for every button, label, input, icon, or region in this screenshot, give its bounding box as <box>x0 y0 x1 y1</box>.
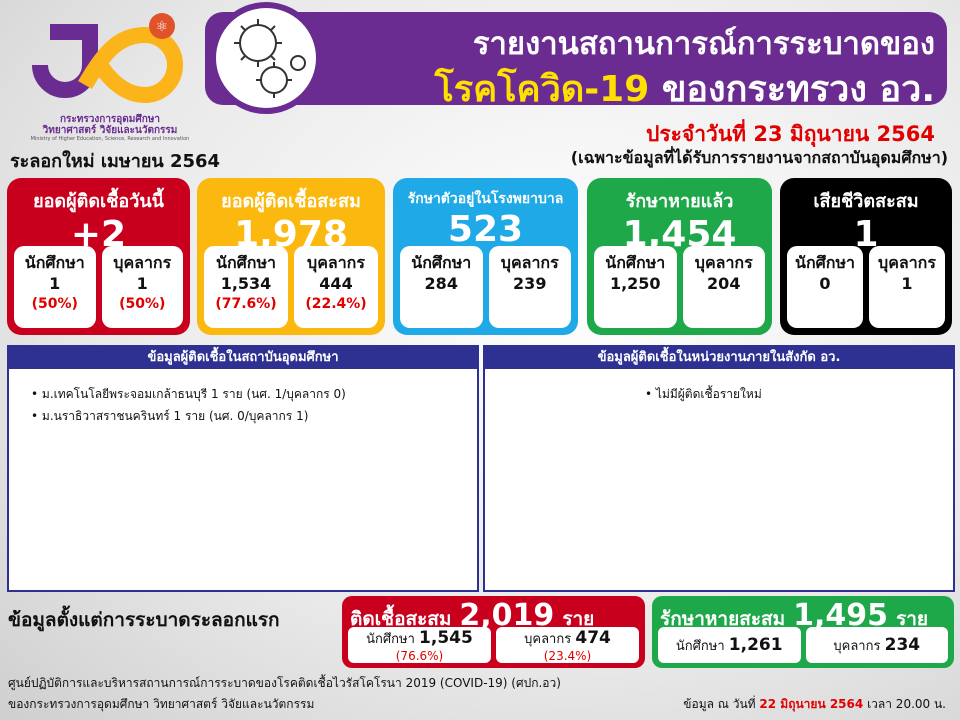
list-item: ม.นราธิวาสราชนครินทร์ 1 ราย (นศ. 0/บุคลา… <box>31 405 455 427</box>
title-banner <box>205 12 947 105</box>
cumulative-infected-box: ติดเชื้อสะสม 2,019 ราย นักศึกษา 1,545 (76.6… <box>342 596 645 668</box>
card-sub-students: นักศึกษา 284 <box>400 246 483 328</box>
card-sub-students: นักศึกษา 1,250 <box>594 246 677 328</box>
students-cell: นักศึกษา 1,261 <box>658 627 801 663</box>
students-cell: นักศึกษา 1,545 (76.6%) <box>348 627 491 663</box>
card-sub-students: นักศึกษา 1 (50%) <box>14 246 96 328</box>
report-date: ประจำวันที่ 23 มิถุนายน 2564 <box>646 122 935 146</box>
cumulative-recovered-box: รักษาหายสะสม 1,495 ราย นักศึกษา 1,261 บุคล… <box>652 596 954 668</box>
box-title: รักษาหายสะสม <box>660 608 786 630</box>
card-title: รักษาหายแล้ว <box>625 191 734 212</box>
logo-org-th-1: กระทรวงการอุดมศึกษา <box>60 114 160 125</box>
wave-label: ระลอกใหม่ เมษายน 2564 <box>10 151 221 172</box>
panel-title: ข้อมูลผู้ติดเชื้อในสถาบันอุดมศึกษา <box>9 347 477 369</box>
card-title: รักษาตัวอยู่ในโรงพยาบาล <box>407 191 564 207</box>
footer-line2: ของกระทรวงการอุดมศึกษา วิทยาศาสตร์ วิจัย… <box>8 697 315 711</box>
card-sub-students: นักศึกษา 1,534 (77.6%) <box>204 246 288 328</box>
card-today-infected: ยอดผู้ติดเชื้อวันนี้ +2 นักศึกษา 1 (50%) บุคล… <box>7 178 190 335</box>
box-title: ติดเชื้อสะสม <box>350 608 452 630</box>
virus-icon <box>210 2 322 114</box>
card-title: ยอดผู้ติดเชื้อสะสม <box>221 191 361 212</box>
card-value: 523 <box>447 209 524 250</box>
since-first-label: ข้อมูลตั้งแต่การระบาดระลอกแรก <box>8 609 280 631</box>
box-unit: ราย <box>562 608 595 630</box>
card-sub-staff: บุคลากร 1 (50%) <box>101 246 183 328</box>
logo-org-en: Ministry of Higher Education, Science, R… <box>30 136 190 142</box>
card-hospitalized: รักษาตัวอยู่ในโรงพยาบาล 523 นักศึกษา 284 บุค… <box>393 178 578 335</box>
title-line1: รายงานสถานการณ์การระบาดของ <box>472 26 935 62</box>
as-of: ข้อมูล ณ วันที่ 22 มิถุนายน 2564 เวลา 20… <box>683 697 946 711</box>
report-note: (เฉพาะข้อมูลที่ได้รับการรายงานจากสถาบันอ… <box>570 148 948 167</box>
panel-agencies: ข้อมูลผู้ติดเชื้อในหน่วยงานภายในสังกัด อ… <box>483 345 955 592</box>
logo-mark-icon: ⚛ <box>32 13 183 104</box>
title-rest: ของกระทรวง อว. <box>661 69 935 110</box>
card-recovered: รักษาหายแล้ว 1,454 นักศึกษา 1,250 บุคลากร 204 <box>587 178 772 335</box>
card-sub-staff: บุคลากร 239 <box>488 246 571 328</box>
card-title: ยอดผู้ติดเชื้อวันนี้ <box>33 191 164 212</box>
svg-text:⚛: ⚛ <box>156 19 169 35</box>
box-unit: ราย <box>896 608 929 630</box>
staff-cell: บุคลากร 474 (23.4%) <box>496 627 639 663</box>
ministry-logo: ⚛ กระทรวงการอุดมศึกษา วิทยาศาสตร์ วิจัยแ… <box>30 10 190 142</box>
footer-line1: ศูนย์ปฏิบัติการและบริหารสถานการณ์การระบา… <box>8 676 561 690</box>
card-title: เสียชีวิตสะสม <box>813 191 919 212</box>
logo-org-th-2: วิทยาศาสตร์ วิจัยและนวัตกรรม <box>42 125 178 136</box>
card-cumulative-infected: ยอดผู้ติดเชื้อสะสม 1,978 นักศึกษา 1,534 (77.… <box>197 178 385 335</box>
list-item: ไม่มีผู้ติดเชื้อรายใหม่ <box>645 383 931 405</box>
title-disease: โรคโควิด-19 <box>434 69 650 110</box>
staff-cell: บุคลากร 234 <box>805 627 948 663</box>
list-item: ม.เทคโนโลยีพระจอมเกล้าธนบุรี 1 ราย (นศ. … <box>31 383 455 405</box>
card-sub-staff: บุคลากร 1 <box>869 246 945 328</box>
card-deaths: เสียชีวิตสะสม 1 นักศึกษา 0 บุคลากร 1 <box>780 178 952 335</box>
panel-title: ข้อมูลผู้ติดเชื้อในหน่วยงานภายในสังกัด อ… <box>485 347 953 369</box>
card-sub-staff: บุคลากร 204 <box>682 246 765 328</box>
panel-institutions: ข้อมูลผู้ติดเชื้อในสถาบันอุดมศึกษา ม.เทค… <box>7 345 479 592</box>
title-line2: โรคโควิด-19 ของกระทรวง อว. <box>325 60 935 117</box>
card-sub-staff: บุคลากร 444 (22.4%) <box>294 246 378 328</box>
card-sub-students: นักศึกษา 0 <box>787 246 863 328</box>
